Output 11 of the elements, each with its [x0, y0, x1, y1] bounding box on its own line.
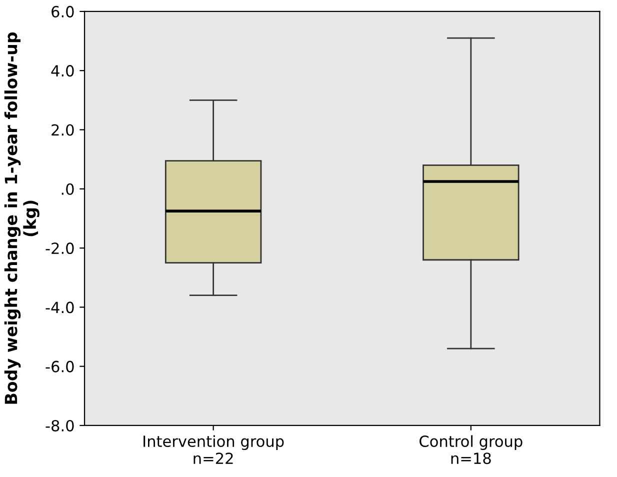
y-tick-label: -8.0 [46, 420, 74, 432]
y-axis-title: Body weight change in 1-year follow-up (kg) [4, 32, 40, 404]
y-tick-label: .0 [62, 183, 74, 195]
y-tick-label: 2.0 [52, 124, 74, 136]
x-tick-label: Control group n=18 [420, 435, 522, 464]
y-tick-label: -4.0 [46, 302, 74, 314]
y-tick-label: -6.0 [46, 360, 74, 372]
y-tick-label: -2.0 [46, 242, 74, 254]
y-tick-label: 6.0 [52, 6, 74, 18]
y-tick-label: 4.0 [51, 65, 74, 77]
x-tick-label: Intervention group n=22 [144, 435, 284, 464]
